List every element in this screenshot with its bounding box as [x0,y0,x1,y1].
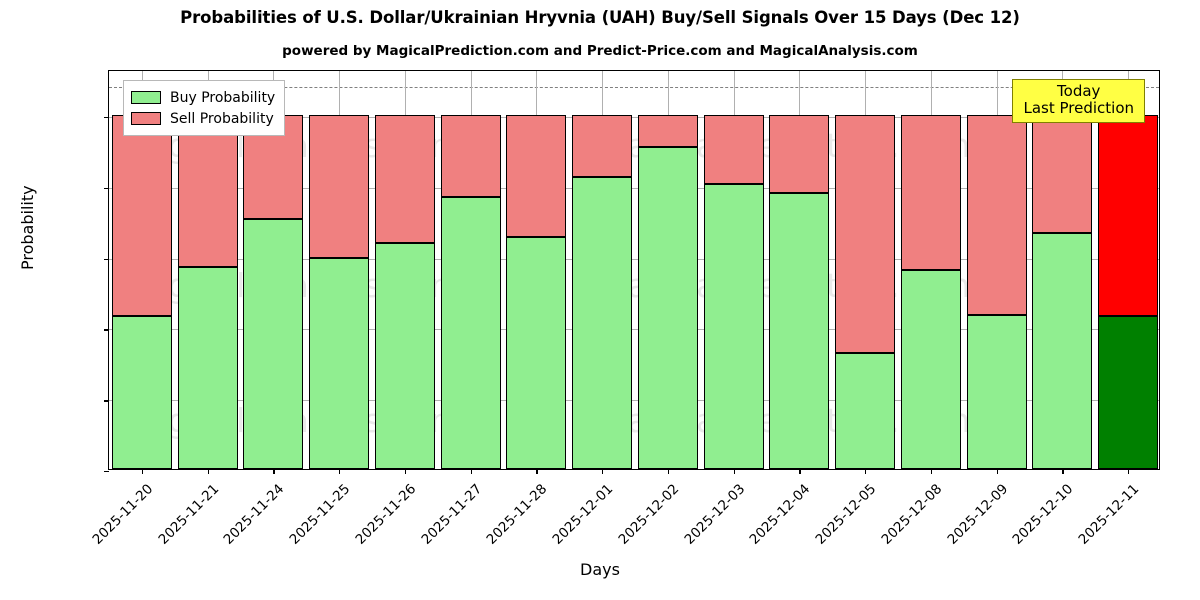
x-axis-tick-mark [602,469,604,474]
bar-segment-buy[interactable] [374,242,435,469]
x-axis-tick-mark [799,469,801,474]
legend-item-buy: Buy Probability [131,87,275,108]
x-axis-tick-mark [141,469,144,474]
y-axis-tick-mark [104,400,109,402]
x-axis-tick-mark [339,469,341,474]
bar-segment-buy[interactable] [506,237,567,469]
bar-segment-buy[interactable] [1098,315,1159,469]
bar-stack[interactable] [111,71,172,469]
x-axis-tick-mark [667,469,670,474]
bar-segment-sell[interactable] [309,115,370,259]
bar-stack[interactable] [374,71,435,469]
x-axis-tick-mark [930,469,933,474]
bar-stack[interactable] [966,71,1027,469]
bar-stack[interactable] [506,71,567,469]
y-axis-tick-mark [104,329,109,331]
bar-segment-sell[interactable] [111,115,172,316]
gridline-horizontal [109,329,1159,331]
legend-item-sell: Sell Probability [131,108,275,129]
legend-swatch-buy-icon [131,91,161,104]
legend-label-sell: Sell Probability [170,110,274,127]
x-axis-tick-mark [1128,469,1130,474]
bar-stack[interactable] [703,71,764,469]
bar-segment-buy[interactable] [177,267,238,469]
bar-segment-sell[interactable] [1032,115,1093,233]
bar-stack[interactable] [177,71,238,469]
bar-stack[interactable] [243,71,304,469]
x-axis-tick-mark [273,469,275,474]
bar-stack[interactable] [440,71,501,469]
gridline-horizontal [109,258,1159,260]
bar-segment-buy[interactable] [637,146,698,469]
y-axis-tick-mark [104,258,109,260]
x-axis-tick-mark [207,469,209,474]
bar-segment-sell[interactable] [966,115,1027,315]
y-axis-tick-mark [104,187,109,190]
bar-segment-sell[interactable] [177,115,238,268]
bar-segment-buy[interactable] [835,352,896,469]
today-annotation-line2: Last Prediction [1023,98,1134,117]
today-annotation: Today Last Prediction [1012,79,1145,123]
chart-title: Probabilities of U.S. Dollar/Ukrainian H… [180,8,1020,27]
bar-segment-buy[interactable] [572,177,633,469]
x-axis-tick-mark [865,469,867,474]
y-axis-label: Probability [18,185,37,270]
y-axis-tick-mark [104,471,109,473]
bar-segment-sell[interactable] [835,115,896,353]
bar-segment-buy[interactable] [769,192,830,469]
reference-dashed-line [109,86,1159,88]
bar-segment-sell[interactable] [506,115,567,238]
bar-stack[interactable] [572,71,633,469]
bar-stack[interactable] [900,71,961,469]
bar-segment-buy[interactable] [1032,232,1093,469]
legend-label-buy: Buy Probability [170,89,276,106]
chart-legend: Buy Probability Sell Probability [123,80,286,136]
gridline-horizontal [109,400,1159,402]
bar-stack[interactable] [769,71,830,469]
bar-segment-buy[interactable] [900,270,961,469]
gridline-horizontal [109,117,1159,119]
legend-swatch-sell-icon [131,112,161,125]
bar-segment-buy[interactable] [243,219,304,469]
plot-area: MagicalAnalysis.comMagicalPrediction.com… [89,70,1160,548]
bar-stack[interactable] [637,71,698,469]
x-axis-tick-mark [404,469,407,474]
bar-segment-sell[interactable] [637,115,698,147]
x-axis-tick-mark [1062,469,1064,474]
y-axis-tick-mark [104,117,109,119]
bar-segment-sell[interactable] [703,115,764,184]
x-axis-tick-mark [470,469,472,474]
bar-segment-sell[interactable] [374,115,435,243]
x-axis-tick-mark [996,469,998,474]
bar-stack[interactable] [1032,71,1093,469]
bar-segment-buy[interactable] [440,197,501,469]
bar-stack[interactable] [309,71,370,469]
bar-segment-buy[interactable] [703,183,764,469]
x-axis-tick-mark [733,469,735,474]
x-axis-tick-mark [536,469,538,474]
bar-stack[interactable] [835,71,896,469]
bar-segment-buy[interactable] [111,315,172,469]
bar-segment-sell[interactable] [1098,115,1159,316]
gridline-horizontal [109,187,1159,189]
bar-segment-sell[interactable] [900,115,961,271]
bar-stack[interactable] [1098,71,1159,469]
bar-segment-sell[interactable] [440,115,501,198]
chart-subtitle: powered by MagicalPrediction.com and Pre… [282,43,918,59]
today-annotation-line1: Today [1057,82,1101,100]
bar-segment-buy[interactable] [966,314,1027,469]
bar-segment-buy[interactable] [309,258,370,469]
bar-segment-sell[interactable] [769,115,830,193]
bar-segment-sell[interactable] [572,115,633,178]
x-axis-label: Days [580,560,620,579]
